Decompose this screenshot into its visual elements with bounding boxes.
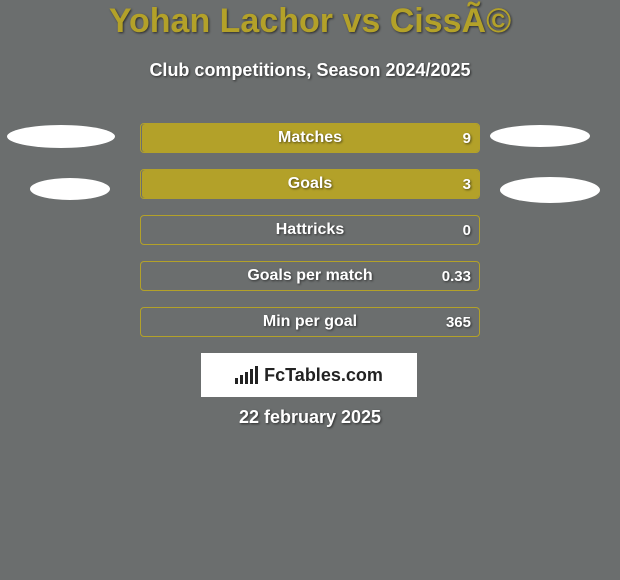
bars-icon	[235, 366, 258, 384]
player-left-ellipse-bottom	[30, 178, 110, 200]
fctables-logo[interactable]: FcTables.com	[201, 353, 417, 397]
stat-row-label: Matches	[141, 124, 479, 152]
stat-row-label: Goals per match	[141, 262, 479, 290]
stat-row-value-right: 9	[463, 124, 471, 152]
date-caption: 22 february 2025	[0, 407, 620, 428]
stat-row-value-right: 0.33	[442, 262, 471, 290]
stat-row-label: Min per goal	[141, 308, 479, 336]
player-right-ellipse-bottom	[500, 177, 600, 203]
comparison-title: Yohan Lachor vs CissÃ©	[0, 2, 620, 41]
stat-row: Matches9	[140, 123, 480, 153]
comparison-subtitle: Club competitions, Season 2024/2025	[0, 60, 620, 81]
stat-row: Goals per match0.33	[140, 261, 480, 291]
stat-row-label: Goals	[141, 170, 479, 198]
stat-row-label: Hattricks	[141, 216, 479, 244]
stat-row-value-right: 3	[463, 170, 471, 198]
stat-row: Hattricks0	[140, 215, 480, 245]
stat-row-value-right: 0	[463, 216, 471, 244]
player-left-ellipse-top	[7, 125, 115, 148]
stat-row: Min per goal365	[140, 307, 480, 337]
stat-row: Goals3	[140, 169, 480, 199]
fctables-logo-text: FcTables.com	[264, 365, 383, 386]
player-right-ellipse-top	[490, 125, 590, 147]
stat-row-value-right: 365	[446, 308, 471, 336]
